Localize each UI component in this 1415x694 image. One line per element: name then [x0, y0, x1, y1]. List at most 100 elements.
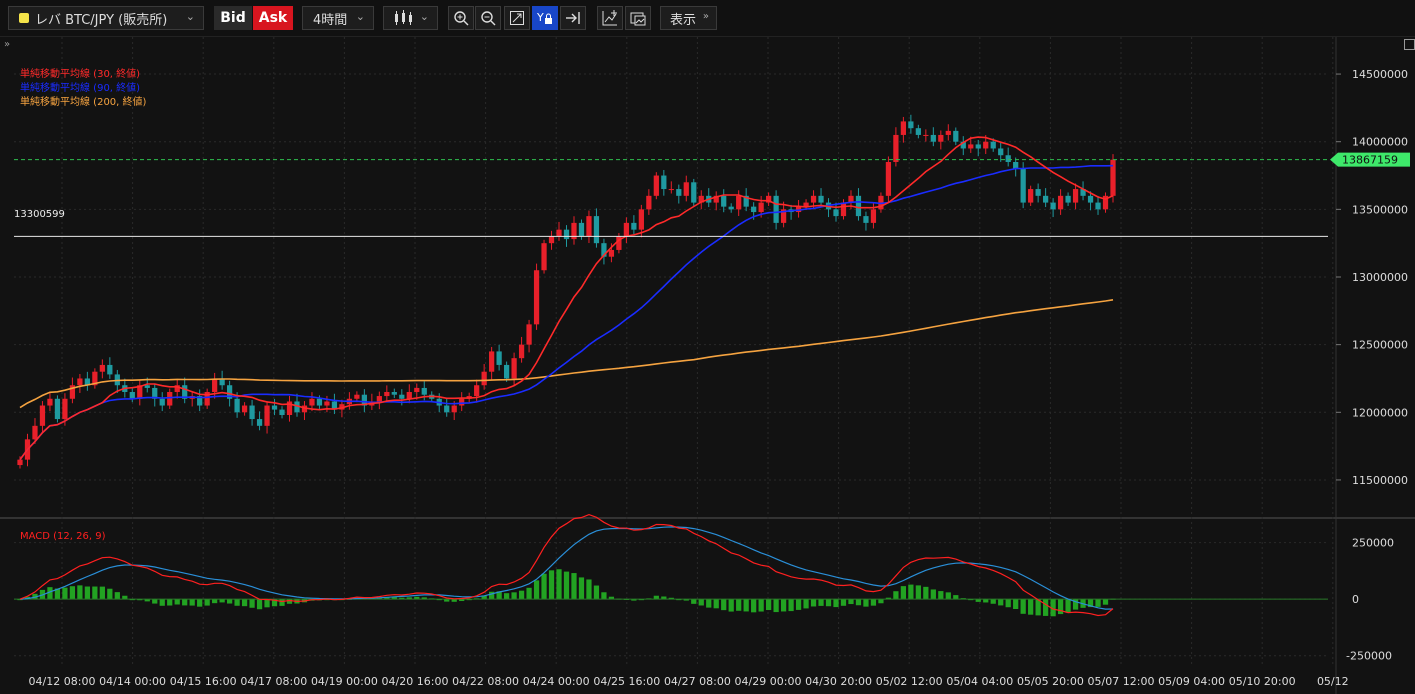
chart-type-selector[interactable]: ⌄ — [383, 6, 438, 30]
scroll-to-end-button[interactable] — [560, 6, 586, 30]
display-menu-button[interactable]: 表示 » — [660, 6, 717, 30]
candle-body — [107, 364, 113, 375]
macd-histogram-bar — [481, 595, 487, 600]
candle-body — [92, 371, 98, 386]
macd-histogram-bar — [444, 599, 450, 602]
candle-body — [391, 392, 397, 395]
candle-body — [241, 405, 248, 413]
macd-tick-label: 0 — [1352, 593, 1359, 606]
candle-body — [279, 409, 285, 415]
macd-signal-line — [19, 526, 1114, 610]
macd-histogram-bar — [825, 599, 832, 607]
expand-panel-icon[interactable] — [1404, 39, 1415, 50]
macd-histogram-bar — [62, 587, 68, 600]
candle-body — [1102, 195, 1109, 210]
candle-body — [563, 229, 570, 240]
macd-histogram-bar — [249, 599, 255, 608]
bid-button[interactable]: Bid — [214, 6, 252, 30]
candle-body — [249, 405, 255, 420]
macd-histogram-bar — [47, 587, 53, 600]
time-tick-label: 04/12 08:00 — [29, 675, 96, 688]
macd-histogram-bar — [204, 599, 210, 606]
time-tick-label: 04/25 16:00 — [593, 675, 660, 688]
candle-body — [324, 401, 330, 406]
candle-body — [212, 378, 218, 392]
time-tick-label: 05/07 12:00 — [1088, 675, 1155, 688]
macd-histogram-bar — [511, 592, 517, 600]
candle-body — [885, 162, 892, 196]
time-tick-label: 04/30 20:00 — [805, 675, 872, 688]
interval-selector[interactable]: 4時間 ⌄ — [302, 6, 374, 30]
macd-histogram-bar — [84, 586, 90, 600]
candle-body — [152, 387, 158, 399]
candle-body — [444, 405, 450, 413]
candle-body — [174, 385, 180, 392]
macd-histogram-bar — [930, 589, 936, 600]
chart-area[interactable]: 14500000 14000000 13500000 13000000 12500000… — [0, 37, 1415, 694]
candle-body — [376, 396, 382, 402]
candle-body — [751, 206, 757, 213]
macd-histogram-bar — [938, 591, 944, 600]
zoom-out-icon — [481, 11, 496, 26]
time-tick-label: 05/05 20:00 — [1017, 675, 1084, 688]
candle-body — [533, 270, 540, 325]
candle-body — [578, 222, 585, 237]
candle-body — [758, 202, 764, 213]
collapse-panel-icon[interactable]: » — [4, 39, 11, 50]
macd-histogram-bar — [144, 599, 150, 602]
candle-body — [556, 229, 562, 237]
candle-body — [32, 425, 38, 440]
macd-histogram-bar — [773, 599, 779, 613]
candle-body — [938, 134, 944, 142]
candle-body — [77, 378, 83, 386]
candle-body — [219, 378, 225, 386]
price-chart-svg[interactable]: 14500000 14000000 13500000 13000000 12500000… — [0, 37, 1415, 694]
candle-body — [855, 195, 862, 217]
candle-body — [137, 385, 143, 399]
candle-body — [69, 385, 76, 399]
candle-body — [990, 141, 996, 149]
macd-histogram-bar — [182, 599, 188, 606]
macd-histogram-bar — [451, 599, 457, 602]
macd-histogram-bar — [766, 599, 772, 611]
legend-macd: MACD (12, 26, 9) — [20, 531, 106, 542]
candle-body — [1005, 155, 1011, 162]
candle-body — [803, 202, 809, 207]
candle-body — [384, 392, 390, 397]
lock-price-button[interactable]: Y — [532, 6, 558, 30]
time-tick-label: 05/09 04:00 — [1158, 675, 1225, 688]
candle-body — [167, 392, 173, 406]
macd-histogram-bar — [384, 597, 390, 600]
macd-histogram-bar — [758, 599, 764, 612]
macd-histogram-bar — [526, 587, 532, 600]
add-indicator-button[interactable] — [597, 6, 623, 30]
candle-body — [840, 202, 847, 217]
candle-body — [264, 405, 270, 426]
candle-body — [204, 392, 210, 406]
macd-tick-label: -250000 — [1346, 650, 1392, 663]
candle-body — [810, 195, 817, 203]
macd-histogram-bar — [878, 599, 884, 604]
zoom-in-button[interactable] — [448, 6, 474, 30]
macd-histogram-bar — [893, 591, 899, 600]
symbol-selector[interactable]: レバ BTC/JPY (販売所) ⌄ — [8, 6, 204, 30]
add-indicator-icon — [602, 10, 617, 26]
candle-body — [953, 130, 959, 142]
fit-button[interactable] — [504, 6, 530, 30]
screenshot-button[interactable] — [625, 6, 651, 30]
horizontal-line-label: 13300599 — [14, 209, 65, 220]
macd-histogram-bar — [264, 599, 270, 608]
candle-body — [975, 144, 981, 149]
macd-histogram-bar — [608, 596, 615, 600]
macd-histogram-bar — [975, 599, 981, 602]
candle-body — [818, 195, 824, 203]
ask-button[interactable]: Ask — [253, 6, 293, 30]
chevron-down-icon: ⌄ — [355, 10, 365, 23]
zoom-out-button[interactable] — [475, 6, 501, 30]
candle-body — [548, 236, 555, 244]
macd-histogram-bar — [414, 596, 420, 600]
macd-histogram-bar — [286, 599, 293, 604]
macd-histogram-bar — [691, 599, 697, 604]
candle-body — [526, 324, 532, 345]
macd-histogram-bar — [189, 599, 195, 606]
